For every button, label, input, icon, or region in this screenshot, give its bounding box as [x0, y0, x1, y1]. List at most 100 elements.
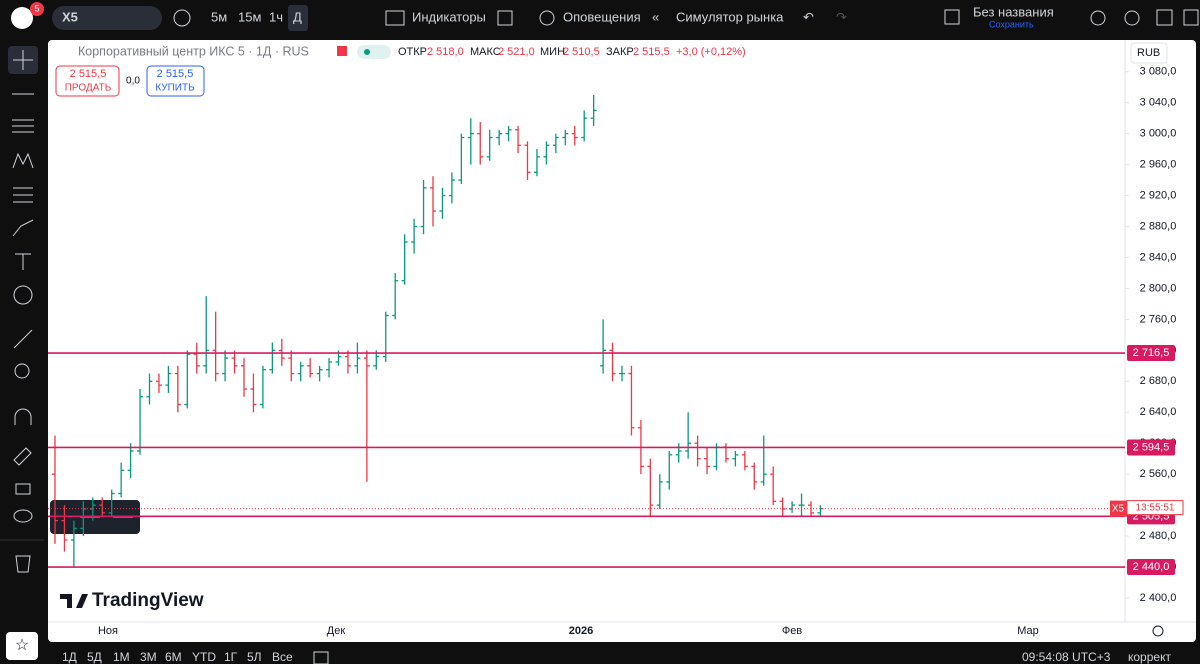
x-tick-label: Ноя	[98, 625, 118, 637]
emoji-tool[interactable]	[13, 285, 33, 305]
badge	[30, 2, 44, 16]
currency-box[interactable]	[1130, 42, 1168, 64]
adjust[interactable]: коррект	[1128, 650, 1171, 664]
y-tick-label: 2 960,0	[1140, 159, 1177, 171]
range-button[interactable]: 1Г	[224, 650, 238, 664]
lock-tool[interactable]	[15, 483, 31, 495]
high-label: МАКС	[470, 46, 501, 58]
buy-button[interactable]	[146, 65, 205, 97]
level-label: 2 594,5	[1133, 441, 1170, 453]
indicators[interactable]: Индикаторы	[412, 9, 486, 24]
range-button[interactable]: 5Д	[87, 650, 102, 664]
save[interactable]: Сохранить	[989, 19, 1034, 29]
timer: 13:55:51	[1136, 502, 1175, 513]
range-button[interactable]: Все	[272, 650, 293, 664]
snapshot-icon[interactable]	[1183, 9, 1199, 26]
add-symbol[interactable]	[173, 9, 191, 27]
instrument-title: Корпоративный центр ИКС 5 · 1Д · RUS	[78, 44, 309, 58]
magnet-tool[interactable]	[14, 408, 32, 425]
open-label: ОТКР	[398, 46, 427, 58]
level-label: 2 440,0	[1133, 561, 1170, 573]
text-tool[interactable]	[15, 253, 31, 270]
undo[interactable]: ↶	[803, 9, 814, 24]
y-tick-label: 2 640,0	[1140, 406, 1177, 418]
open-value: 2 518,0	[427, 46, 464, 58]
y-tick-label: 3 040,0	[1140, 97, 1177, 109]
symbol[interactable]: X5	[62, 9, 78, 24]
layout-name[interactable]: Без названия	[973, 4, 1054, 19]
x-tick-label: 2026	[569, 625, 593, 637]
symbol-tag	[1110, 500, 1127, 517]
symbol-tag-label: X5	[1112, 503, 1125, 514]
y-tick-label: 2 880,0	[1140, 220, 1177, 232]
pattern-tool[interactable]	[12, 152, 34, 169]
layout-checkbox[interactable]	[944, 9, 960, 25]
date-range-icon[interactable]	[313, 651, 329, 664]
high-value: 2 521,0	[498, 46, 535, 58]
watermark: TradingView	[92, 590, 204, 611]
y-tick-label: 2 840,0	[1140, 251, 1177, 263]
x-tick-label: Дек	[327, 625, 346, 637]
y-tick-label: 2 800,0	[1140, 282, 1177, 294]
avatar[interactable]	[11, 7, 33, 29]
y-tick-label: 2 760,0	[1140, 313, 1177, 325]
close-label: ЗАКР	[606, 46, 634, 58]
buy-price: 2 515,5	[157, 68, 194, 80]
crosshair-tool[interactable]	[13, 50, 33, 70]
chart-pane	[48, 40, 1196, 642]
favorites[interactable]	[6, 632, 38, 660]
sell-price: 2 515,5	[70, 68, 107, 80]
symbol-search[interactable]	[52, 6, 162, 30]
brush-tool[interactable]	[12, 219, 34, 237]
y-tick-label: 2 920,0	[1140, 189, 1177, 201]
interval[interactable]: Д	[293, 9, 302, 24]
range-button[interactable]: 3М	[140, 650, 157, 664]
alerts[interactable]: Оповещения	[563, 9, 641, 24]
level-label: 2 716,5	[1133, 347, 1170, 359]
range-button[interactable]: YTD	[192, 650, 216, 664]
fib-tool[interactable]	[12, 119, 34, 133]
indicators-icon	[385, 10, 405, 26]
settings-icon[interactable]	[1124, 10, 1140, 26]
y-tick-label: 3 080,0	[1140, 66, 1177, 78]
change: +3,0 (+0,12%)	[676, 46, 746, 58]
x-tick-label: Мар	[1017, 625, 1039, 637]
spread: 0,0	[126, 76, 140, 87]
y-tick-label: 2 480,0	[1140, 530, 1177, 542]
interval[interactable]: 5м	[211, 9, 227, 24]
range-button[interactable]: 5Л	[247, 650, 262, 664]
simulator[interactable]: Симулятор рынка	[676, 9, 784, 24]
range-button[interactable]: 1М	[113, 650, 130, 664]
hide-tool[interactable]	[13, 509, 33, 523]
prediction-tool[interactable]	[13, 187, 33, 203]
y-tick-label: 2 560,0	[1140, 468, 1177, 480]
level-tag	[1127, 439, 1175, 456]
interval-active	[288, 5, 308, 31]
interval[interactable]: 1ч	[269, 9, 283, 24]
range-button[interactable]: 1Д	[62, 650, 77, 664]
draw-mode-tool[interactable]	[13, 447, 32, 466]
status-dot	[364, 49, 370, 55]
layout-icon[interactable]	[497, 10, 513, 26]
status	[357, 45, 391, 59]
axis-settings[interactable]	[1152, 625, 1164, 637]
low-label: МИН	[540, 46, 565, 58]
alerts-icon	[539, 10, 555, 26]
fullscreen-icon[interactable]	[1156, 9, 1173, 26]
zoom-tool[interactable]	[14, 363, 30, 379]
drawing-tools	[12, 50, 34, 573]
currency[interactable]: RUB	[1137, 47, 1160, 59]
redo[interactable]: ↷	[836, 9, 847, 24]
search-icon[interactable]	[1090, 10, 1106, 26]
close-value: 2 515,5	[633, 46, 670, 58]
level-tag	[1127, 345, 1175, 362]
watermark-logo	[60, 594, 88, 608]
clock: 09:54:08 UTC+3	[1022, 650, 1111, 664]
range-button[interactable]: 6М	[165, 650, 182, 664]
trash-tool[interactable]	[15, 555, 31, 573]
interval[interactable]: 15м	[238, 9, 261, 24]
buy-label: КУПИТЬ	[155, 83, 195, 94]
ruler-tool[interactable]	[13, 329, 33, 349]
sell-button[interactable]	[55, 65, 120, 97]
